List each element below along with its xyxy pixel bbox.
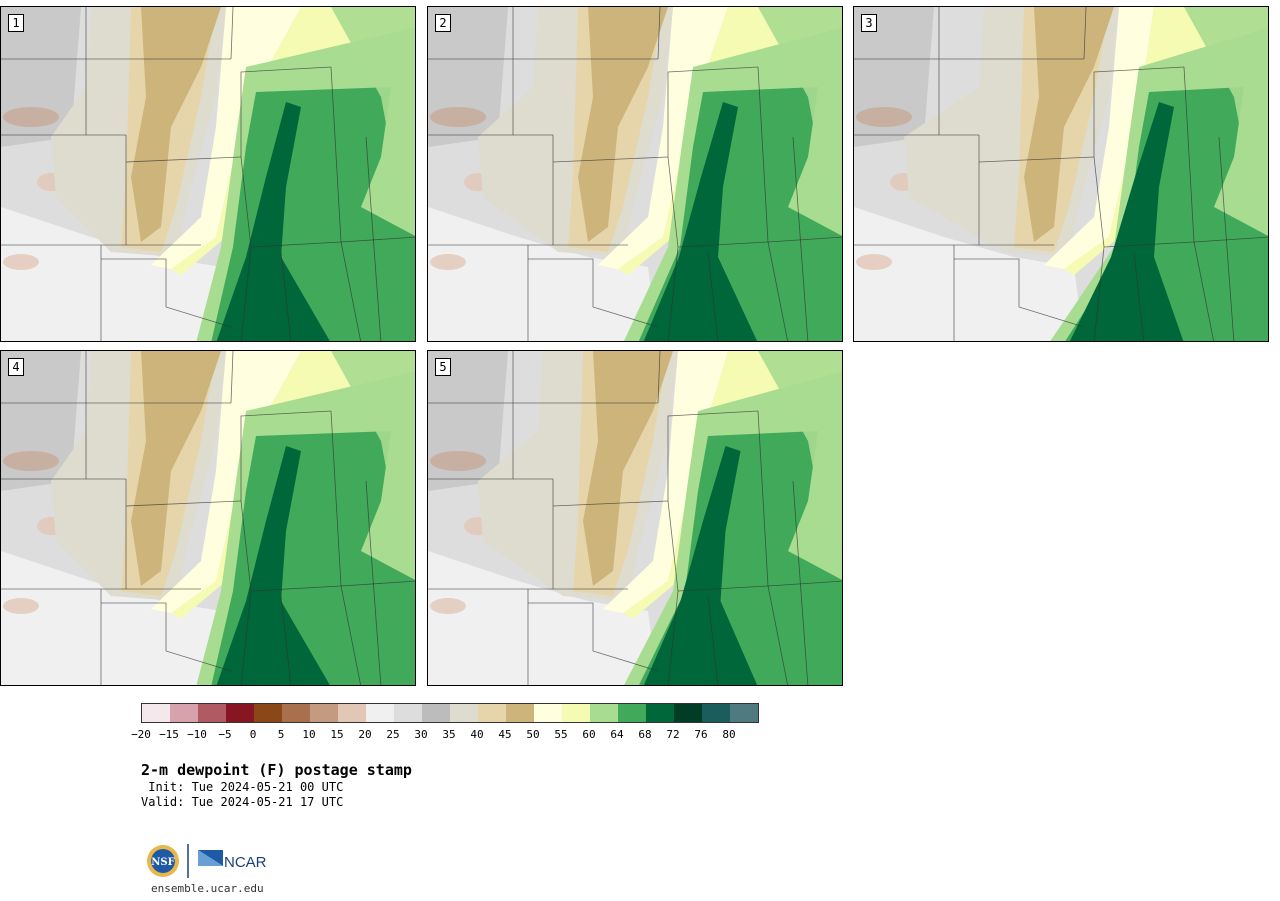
colorbar-tick-label: 45 xyxy=(498,728,512,741)
colorbar-swatch xyxy=(618,704,646,722)
colorbar-tick-label: 40 xyxy=(470,728,484,741)
figure-title: 2-m dewpoint (F) postage stamp xyxy=(141,761,412,779)
colorbar-swatch xyxy=(674,704,702,722)
colorbar-tick-label: 0 xyxy=(249,728,257,741)
colorbar-swatch xyxy=(422,704,450,722)
colorbar-tick-label: 10 xyxy=(302,728,316,741)
ncar-logo: NCAR xyxy=(198,850,267,871)
panel-number-label: 2 xyxy=(435,14,451,32)
dewpoint-map-4 xyxy=(1,351,415,685)
panel-number-label: 5 xyxy=(435,358,451,376)
colorbar-swatch xyxy=(282,704,310,722)
ensemble-member-panel-3: 3 xyxy=(853,6,1269,342)
colorbar-tick-label: 5 xyxy=(277,728,285,741)
valid-time: Valid: Tue 2024-05-21 17 UTC xyxy=(141,795,344,809)
colorbar-swatch xyxy=(338,704,366,722)
ensemble-member-panel-4: 4 xyxy=(0,350,416,686)
colorbar-tick-label: 15 xyxy=(330,728,344,741)
colorbar-tick-label: −10 xyxy=(187,728,207,741)
panel-number-label: 3 xyxy=(861,14,877,32)
colorbar-tick-label: 35 xyxy=(442,728,456,741)
colorbar-swatch xyxy=(142,704,170,722)
ensemble-member-panel-2: 2 xyxy=(427,6,843,342)
colorbar-swatch xyxy=(198,704,226,722)
ncar-logo-text: NCAR xyxy=(224,854,267,871)
colorbar-tick-label: 80 xyxy=(722,728,736,741)
ensemble-member-panel-5: 5 xyxy=(427,350,843,686)
nsf-logo-text: NSF xyxy=(151,857,174,868)
colorbar-tick-label: 64 xyxy=(610,728,624,741)
colorbar-tick-label: 72 xyxy=(666,728,680,741)
colorbar-swatch xyxy=(366,704,394,722)
colorbar-tick-label: 30 xyxy=(414,728,428,741)
init-time: Init: Tue 2024-05-21 00 UTC xyxy=(141,780,344,794)
colorbar-swatch xyxy=(534,704,562,722)
colorbar-tick-label: 76 xyxy=(694,728,708,741)
panel-number-label: 1 xyxy=(8,14,24,32)
colorbar-tick-label: 55 xyxy=(554,728,568,741)
colorbar-swatch xyxy=(450,704,478,722)
dewpoint-colorbar xyxy=(141,703,759,723)
colorbar-tick-label: −15 xyxy=(159,728,179,741)
nsf-logo: NSF xyxy=(147,845,179,877)
ensemble-member-panel-1: 1 xyxy=(0,6,416,342)
website-url: ensemble.ucar.edu xyxy=(151,882,264,895)
colorbar-tick-label: −5 xyxy=(218,728,232,741)
colorbar-tick-label: 25 xyxy=(386,728,400,741)
dewpoint-map-3 xyxy=(854,7,1268,341)
colorbar-swatch xyxy=(254,704,282,722)
colorbar-swatch xyxy=(478,704,506,722)
nsf-ncar-logos: NSF NCAR xyxy=(147,844,267,878)
dewpoint-map-5 xyxy=(428,351,842,685)
colorbar-tick-label: 20 xyxy=(358,728,372,741)
colorbar-swatch xyxy=(590,704,618,722)
colorbar-tick-label: 60 xyxy=(582,728,596,741)
colorbar-tick-label: 68 xyxy=(638,728,652,741)
colorbar-swatch xyxy=(310,704,338,722)
colorbar-swatch xyxy=(226,704,254,722)
colorbar-swatch xyxy=(562,704,590,722)
colorbar-swatch xyxy=(394,704,422,722)
colorbar-swatch xyxy=(730,704,758,722)
dewpoint-map-1 xyxy=(1,7,415,341)
panel-number-label: 4 xyxy=(8,358,24,376)
colorbar-swatch xyxy=(702,704,730,722)
dewpoint-map-2 xyxy=(428,7,842,341)
colorbar-tick-label: 50 xyxy=(526,728,540,741)
colorbar-swatch xyxy=(506,704,534,722)
colorbar-tick-label: −20 xyxy=(131,728,151,741)
colorbar-swatch xyxy=(646,704,674,722)
colorbar-swatch xyxy=(170,704,198,722)
